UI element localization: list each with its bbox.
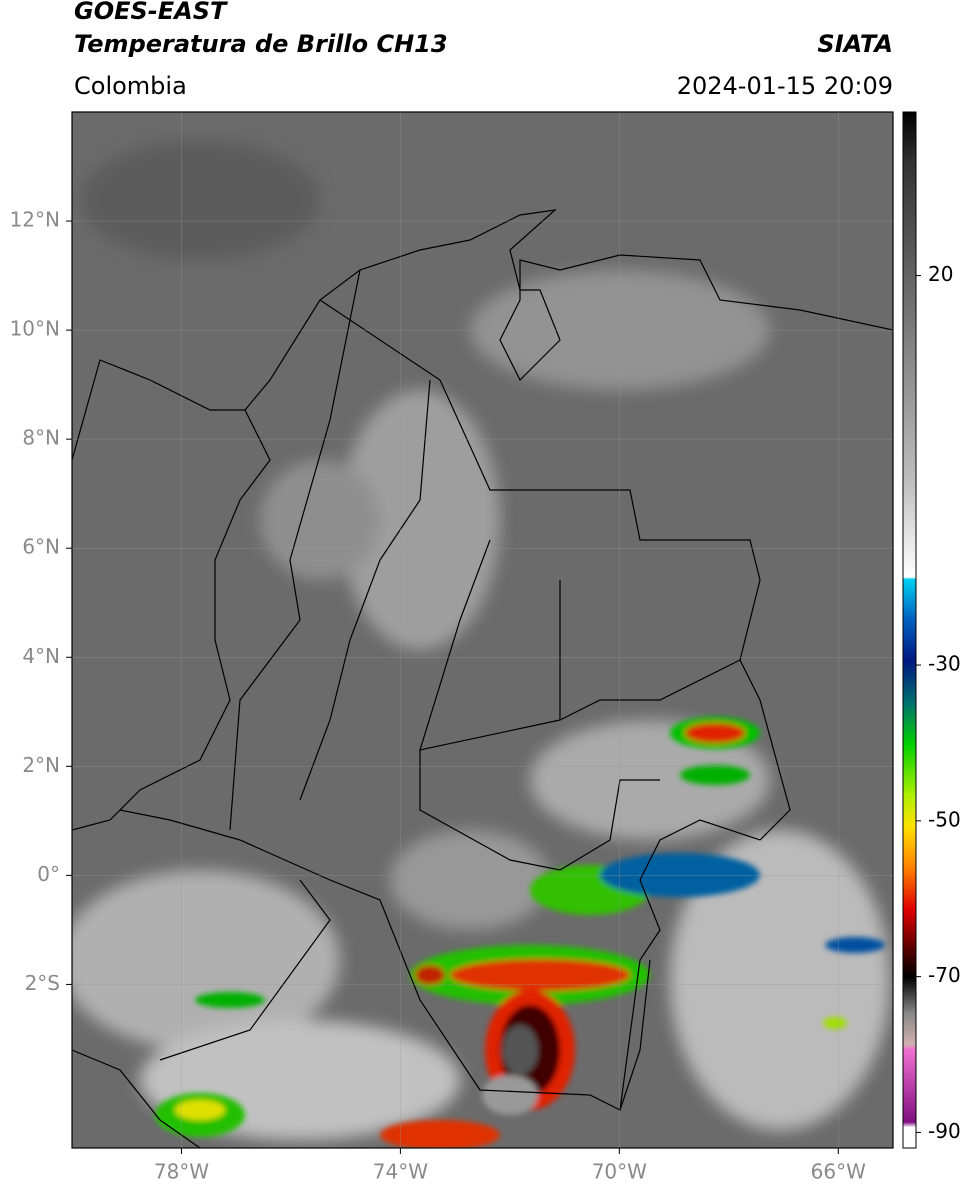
map-frame <box>71 111 894 1149</box>
lat-tick-label: 0° <box>37 862 60 886</box>
lat-tick-label: 12°N <box>10 208 60 232</box>
colorbar <box>902 111 917 1149</box>
colorbar-tick-label: -90 <box>928 1119 961 1143</box>
axes: 12°N 10°N 8°N 6°N 4°N 2°N 0° 2°S 78°W 74°W 70°W 66°… <box>10 112 961 1184</box>
region: Colombia <box>74 72 187 100</box>
colorbar-tick-label: -30 <box>928 652 961 676</box>
source: SIATA <box>817 30 893 58</box>
satellite-image <box>72 112 893 1148</box>
lon-tick-label: 66°W <box>811 1160 866 1184</box>
lon-tick-label: 78°W <box>154 1160 209 1184</box>
lat-tick-label: 4°N <box>22 644 60 668</box>
title-line1: GOES-EAST <box>74 0 228 25</box>
colorbar-tick-label: -50 <box>928 807 961 831</box>
lat-tick-label: 2°S <box>25 971 60 995</box>
lat-tick-label: 2°N <box>22 753 60 777</box>
colorbar-tick-label: 20 <box>928 262 953 286</box>
lat-tick-label: 8°N <box>22 426 60 450</box>
lon-tick-label: 70°W <box>592 1160 647 1184</box>
title-line2: Temperatura de Brillo CH13 <box>74 30 448 58</box>
lat-tick-label: 6°N <box>22 535 60 559</box>
datetime: 2024-01-15 20:09 <box>677 72 893 100</box>
colorbar-tick-label: -70 <box>928 963 961 987</box>
lat-tick-label: 10°N <box>10 317 60 341</box>
lon-tick-label: 74°W <box>373 1160 428 1184</box>
